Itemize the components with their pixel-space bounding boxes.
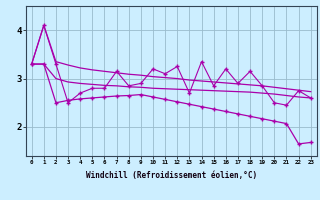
X-axis label: Windchill (Refroidissement éolien,°C): Windchill (Refroidissement éolien,°C) <box>86 171 257 180</box>
